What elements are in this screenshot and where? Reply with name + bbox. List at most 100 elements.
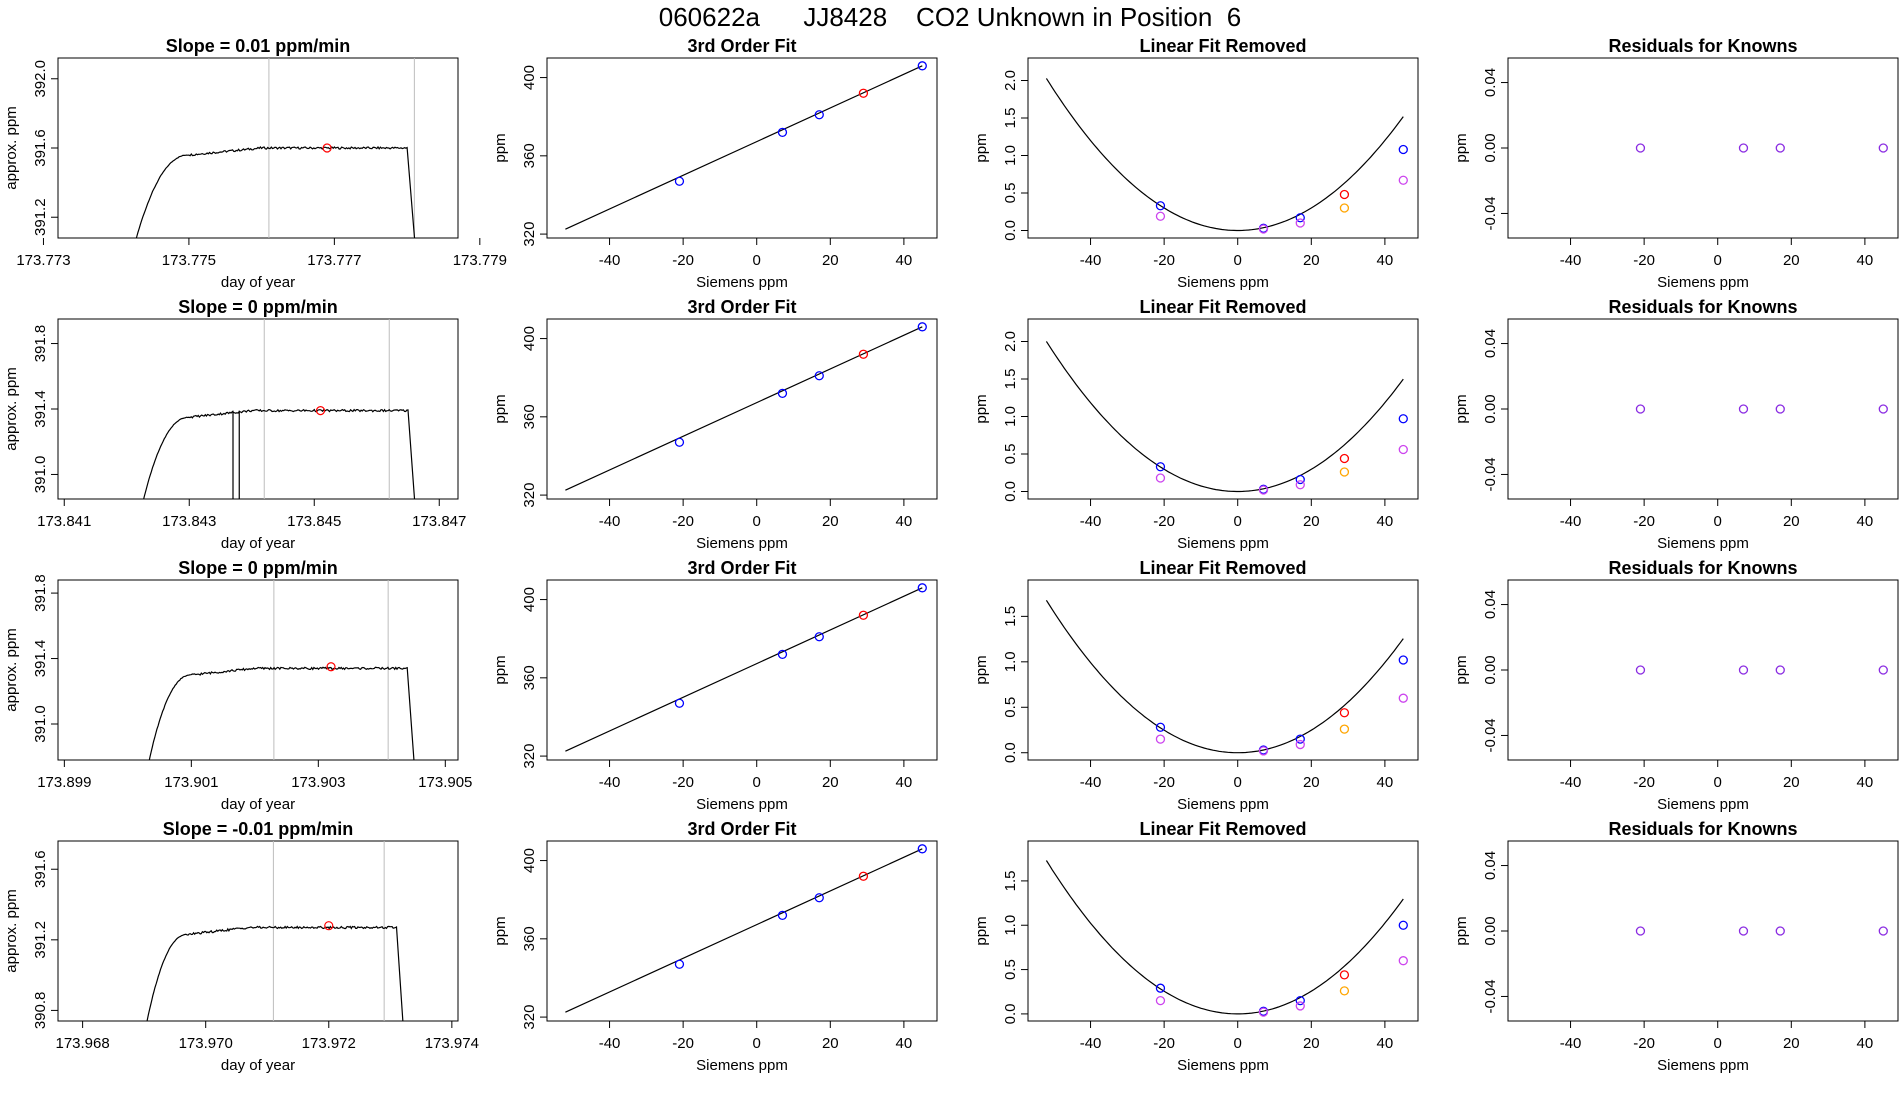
x-tick-label: 0 [753,774,761,791]
x-tick-label: 173.775 [162,252,216,269]
data-point [917,844,927,854]
x-axis-label: Siemens ppm [696,796,788,813]
x-axis-label: day of year [221,535,295,552]
x-tick-label: -20 [672,513,694,530]
data-point [814,110,824,120]
chart-title: Linear Fit Removed [1139,36,1306,56]
y-tick-label: 0.00 [1482,655,1499,684]
x-tick-label: -20 [1153,513,1175,530]
x-tick-label: 40 [896,513,913,530]
y-axis-label: ppm [1453,394,1470,423]
x-axis-label: Siemens ppm [1177,1057,1269,1074]
x-tick-label: 173.899 [37,774,91,791]
fit-line [565,65,923,230]
data-point [1878,665,1888,675]
data-point [1258,1007,1269,1017]
plot-frame [1027,57,1419,239]
y-axis-label: ppm [1453,133,1470,162]
data-point [1339,724,1350,734]
y-tick-label: 0.5 [1002,444,1019,465]
x-tick-label: -20 [1153,252,1175,269]
x-tick-label: 20 [822,513,839,530]
data-point [674,698,685,708]
x-tick-label: -40 [1560,774,1582,791]
chart-title: 3rd Order Fit [687,297,796,317]
data-point [1258,746,1269,756]
y-tick-label: 400 [521,65,538,90]
fit-line [565,587,923,752]
data-point [1635,665,1646,675]
y-tick-label: 0.00 [1482,133,1499,162]
chart-title: Residuals for Knowns [1608,558,1797,578]
x-tick-label: -40 [1080,513,1102,530]
chart-panel-residuals-3: Residuals for Knowns Siemens ppm ppm -40 -20… [1453,819,1899,1074]
series-line [146,925,404,1021]
data-point [1635,926,1646,936]
x-tick-label: 0 [753,513,761,530]
x-tick-label: 40 [1377,774,1394,791]
y-tick-label: 0.0 [1002,1003,1019,1024]
chart-title: 3rd Order Fit [687,36,796,56]
plot-frame [1507,840,1899,1022]
data-point [1155,462,1166,472]
y-tick-label: 2.0 [1002,70,1019,91]
chart-title: Slope = -0.01 ppm/min [163,819,354,839]
data-point [1295,218,1305,228]
data-point [1738,665,1749,675]
data-point [1878,143,1888,153]
y-tick-label: 391.0 [32,705,49,743]
plot-area [143,319,416,499]
y-tick-label: 400 [521,848,538,873]
x-tick-label: 20 [1783,774,1800,791]
y-axis-label: approx. ppm [3,106,20,189]
y-tick-label: 400 [521,326,538,351]
chart-title: Linear Fit Removed [1139,558,1306,578]
chart-panel-residuals-2: Residuals for Knowns Siemens ppm ppm -40 -20… [1453,558,1899,813]
plot-frame [57,318,459,500]
data-point [917,61,927,71]
plot-area [565,583,927,752]
data-point [1738,926,1749,936]
x-tick-label: -40 [1560,252,1582,269]
data-point [1775,404,1785,414]
data-point [1339,970,1350,980]
y-axis-label: ppm [492,655,509,684]
data-point [917,583,927,593]
chart-title: 3rd Order Fit [687,819,796,839]
y-tick-label: 1.0 [1002,145,1019,166]
chart-title: Linear Fit Removed [1139,297,1306,317]
data-point [1155,473,1166,483]
y-tick-label: 360 [521,143,538,168]
y-axis-label: ppm [492,133,509,162]
chart-panel-poly-3: 3rd Order Fit Siemens ppm ppm -40 -20 0 20 40 32… [492,819,938,1074]
y-tick-label: 1.0 [1002,406,1019,427]
x-tick-label: 173.905 [418,774,472,791]
x-tick-label: -20 [672,774,694,791]
x-tick-label: -40 [1080,252,1102,269]
data-point [1155,995,1166,1006]
x-tick-label: 173.845 [287,513,341,530]
data-point [814,893,824,903]
series-line [148,666,415,760]
x-tick-label: 20 [1783,252,1800,269]
chart-panel-timeseries-2: Slope = 0 ppm/min day of year approx. ppm 1… [3,558,472,813]
x-tick-label: -20 [1633,252,1655,269]
x-axis-label: day of year [221,796,295,813]
y-tick-label: 320 [521,483,538,508]
y-tick-label: 0.5 [1002,697,1019,718]
plot-area [1635,926,1888,936]
x-tick-label: 0 [753,1035,761,1052]
x-tick-label: -20 [672,252,694,269]
y-tick-label: 1.5 [1002,108,1019,129]
y-tick-label: 391.6 [32,850,49,888]
page-title: 060622a JJ8428 CO2 Unknown in Position 6 [658,2,1242,32]
x-tick-label: -40 [1560,513,1582,530]
mean-marker [324,921,334,931]
x-tick-label: 173.847 [412,513,466,530]
chart-panel-poly-0: 3rd Order Fit Siemens ppm ppm -40 -20 0 20 40 32… [492,36,938,291]
plot-area [1045,78,1408,234]
data-point [1155,722,1166,732]
chart-panel-linear_removed-0: Linear Fit Removed Siemens ppm ppm -40 -20 0 2… [973,36,1419,291]
y-tick-label: 320 [521,744,538,769]
data-point [1398,693,1408,703]
